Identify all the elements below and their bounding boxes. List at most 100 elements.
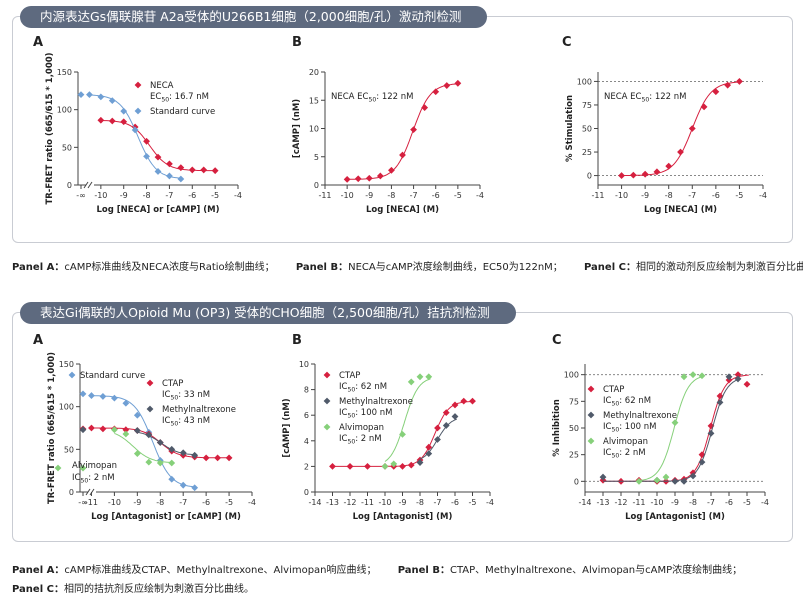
legend-label: Standard curve: [80, 371, 145, 381]
data-point: [111, 394, 118, 402]
data-point: [188, 166, 196, 174]
data-point: [725, 373, 733, 381]
x-tick-label: -10: [650, 498, 663, 507]
data-point: [166, 172, 173, 180]
data-point: [177, 164, 185, 172]
legend-annotation: IC50: 43 nM: [162, 416, 210, 428]
y-axis-label: % Inhibition: [552, 399, 562, 457]
fit-curve: [91, 395, 198, 488]
data-point: [143, 137, 150, 145]
x-tick-label: -5: [211, 191, 219, 200]
legend-annotation: IC50: 62 nM: [603, 396, 651, 408]
legend-label: Methylnaltrexone: [162, 405, 236, 415]
x-tick-label: -4: [248, 498, 256, 507]
data-point: [200, 166, 208, 174]
data-point: [425, 450, 433, 457]
x-tick-label: -7: [179, 498, 187, 507]
data-point: [145, 431, 153, 439]
data-point: [168, 445, 176, 453]
data-point: [641, 170, 649, 178]
data-point: [680, 373, 688, 381]
y-tick-label: 0: [314, 181, 319, 190]
caption-label: Panel C：: [12, 584, 64, 595]
x-tick-label: -10: [94, 191, 107, 200]
data-point: [618, 172, 625, 179]
data-point: [712, 88, 720, 96]
x-tick-label: -4: [234, 191, 242, 200]
x-tick-label: -5: [735, 191, 743, 200]
x-axis-label: Log [Antagonist] (M): [625, 512, 725, 522]
data-point: [79, 426, 87, 434]
data-point: [734, 375, 742, 383]
data-point: [68, 371, 76, 379]
panel-label-a: A: [33, 35, 44, 50]
data-point: [689, 371, 697, 379]
x-axis-label: Log [NECA] (M): [644, 205, 717, 215]
data-point: [111, 426, 118, 434]
data-point: [736, 78, 743, 85]
fit-curve: [114, 433, 174, 464]
data-point: [707, 429, 715, 437]
legend-annotation: EC50: 16.7 nM: [150, 92, 209, 104]
x-tick-label: -8: [689, 498, 697, 507]
data-point: [469, 397, 476, 405]
data-point: [707, 422, 715, 430]
data-point: [146, 405, 154, 413]
x-tick-label: -9: [365, 191, 373, 200]
y-tick-label: 6: [304, 411, 309, 420]
fit-curve: [100, 119, 218, 172]
y-axis-label: % Stimulation: [565, 95, 575, 162]
y-tick-label: 50: [64, 445, 74, 454]
x-tick-label: -13: [326, 498, 339, 507]
data-point: [156, 459, 164, 467]
axis-break-mark: [83, 181, 89, 189]
section-agonist-assay: [12, 16, 793, 243]
legend-annotation: IC50: 2 nM: [72, 473, 115, 485]
data-point: [680, 477, 688, 485]
data-point: [653, 168, 661, 176]
y-axis-label: [cAMP] (nM): [282, 398, 292, 457]
data-point: [743, 380, 751, 388]
legend-label: Methylnaltrexone: [339, 397, 413, 407]
y-tick-label: 2: [304, 462, 309, 471]
data-point: [653, 476, 661, 484]
caption-text: NECA与cAMP浓度绘制曲线，EC50为122nM；: [348, 262, 563, 273]
data-point: [145, 458, 153, 466]
x-tick-label: -5: [454, 191, 462, 200]
data-point: [134, 107, 142, 115]
data-point: [122, 399, 130, 407]
data-point: [168, 459, 176, 467]
caption-text: 相同的拮抗剂反应绘制为刺激百分比曲线。: [63, 584, 254, 595]
x-tick-label: -6: [725, 498, 733, 507]
x-tick-label: -14: [578, 498, 591, 507]
data-point: [134, 81, 142, 89]
data-point: [191, 484, 199, 492]
data-point: [407, 461, 415, 469]
data-point: [716, 392, 724, 400]
y-tick-label: 75: [569, 397, 579, 406]
data-point: [635, 477, 643, 485]
legend-label: Alvimopan: [339, 423, 384, 433]
x-axis-label: Log [Antagonist] or [cAMP] (M): [91, 512, 241, 522]
chart-annotation: NECA EC50: 122 nM: [331, 92, 414, 104]
section-2-title: 表达Gi偶联的人Opioid Mu (OP3) 受体的CHO细胞（2,500细胞…: [20, 302, 516, 324]
caption-text: cAMP标准曲线及NECA浓度与Ratio绘制曲线；: [64, 262, 275, 273]
y-tick-label: 8: [304, 386, 309, 395]
x-axis-label: Log [Antagonist] (M): [353, 512, 453, 522]
data-point: [88, 392, 95, 399]
data-point: [343, 175, 351, 183]
x-tick-label: -10: [378, 498, 391, 507]
y-tick-label: 0: [304, 488, 309, 497]
y-tick-label: 150: [57, 68, 72, 77]
y-tick-label: 100: [564, 371, 579, 380]
x-tick-label: -9: [399, 498, 407, 507]
x-tick-label: -7: [688, 191, 696, 200]
y-tick-label: 10: [299, 360, 309, 369]
data-point: [716, 399, 724, 406]
data-point: [454, 79, 462, 87]
caption-label: Panel A：: [12, 565, 65, 576]
x-tick-label: -8: [665, 191, 673, 200]
x-tick-label: -7: [434, 498, 442, 507]
data-point: [443, 82, 451, 89]
data-point: [629, 171, 637, 179]
